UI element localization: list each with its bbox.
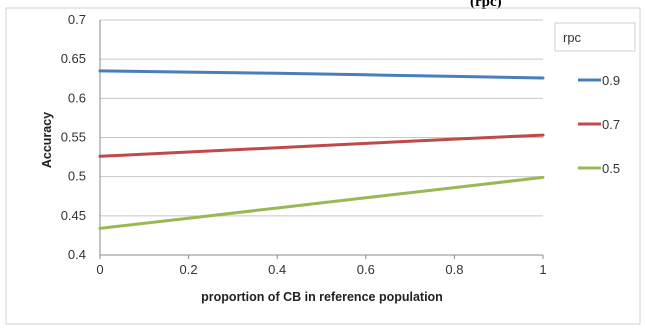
y-tick-label: 0.65 [61, 51, 86, 66]
series-line-0-5 [98, 175, 545, 230]
x-tick-label: 0.2 [180, 262, 198, 277]
series-lines [98, 69, 545, 230]
y-tick-label: 0.7 [68, 12, 86, 27]
axes [99, 20, 544, 259]
legend-label: 0.7 [602, 117, 620, 132]
y-tick-label: 0.5 [68, 169, 86, 184]
x-axis-title: proportion of CB in reference population [201, 290, 443, 304]
series-line-0-7 [98, 133, 545, 158]
y-tick-label: 0.6 [68, 90, 86, 105]
chart-border [5, 7, 641, 325]
x-tick-label: 0 [96, 262, 103, 277]
top-heading-fragment: (rpc) [470, 0, 502, 10]
y-tick-label: 0.4 [68, 247, 86, 262]
y-tick-label: 0.45 [61, 208, 86, 223]
x-tick-label: 0.6 [357, 262, 375, 277]
y-tick-label: 0.55 [61, 130, 86, 145]
x-tick-label: 0.4 [268, 262, 286, 277]
series-line-0-9 [98, 69, 545, 80]
legend-label: 0.9 [602, 73, 620, 88]
x-tick-label: 0.8 [445, 262, 463, 277]
x-tick-label: 1 [539, 262, 546, 277]
legend-title-box [554, 22, 636, 52]
legend: rpc 0.9 0.7 0.5 [554, 22, 636, 176]
legend-items: 0.9 0.7 0.5 [578, 73, 620, 176]
legend-title: rpc [563, 30, 582, 45]
tick-labels: 0.4 0.45 0.5 0.55 0.6 0.65 0.7 0 0.2 0.4 0.6 0.8 1 [61, 12, 547, 277]
y-axis-title: Accuracy [40, 112, 54, 168]
legend-label: 0.5 [602, 161, 620, 176]
